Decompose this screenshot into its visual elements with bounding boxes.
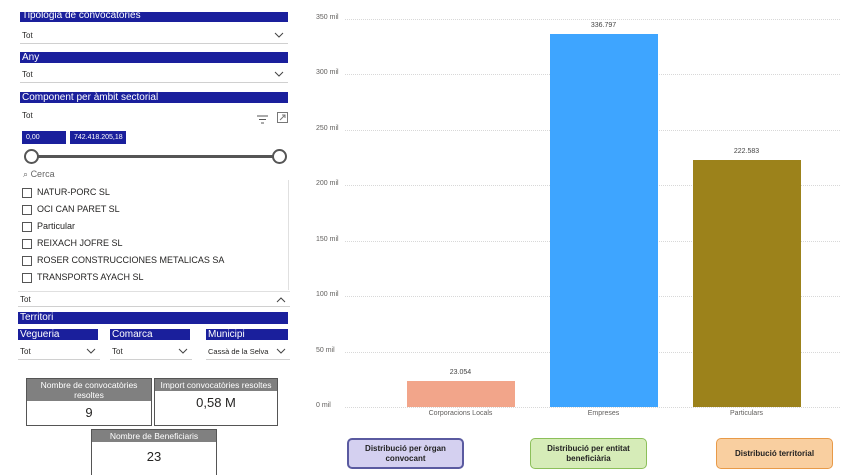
list-footer-dropdown[interactable]: Tot xyxy=(18,291,290,307)
data-label: 23.054 xyxy=(449,369,472,377)
nav-button-organ[interactable]: Distribució per òrgan convocant xyxy=(347,438,464,469)
any-value: Tot xyxy=(22,70,33,79)
card-title: Nombre de Beneficiaris xyxy=(92,430,216,442)
municipi-header: Municipi xyxy=(206,329,288,340)
y-tick-label: 150 mil xyxy=(316,235,339,243)
any-header: Any xyxy=(20,52,288,63)
vegueria-dropdown[interactable]: Tot xyxy=(18,344,100,360)
y-tick-label: 350 mil xyxy=(316,14,339,21)
nav-button-entitat[interactable]: Distribució per entitat beneficiària xyxy=(530,438,647,469)
chevron-up-icon xyxy=(276,292,286,303)
gridline xyxy=(345,407,840,408)
card-beneficiaris: Nombre de Beneficiaris 23 xyxy=(91,429,217,475)
tipologia-value: Tot xyxy=(22,31,33,40)
list-item-label: TRANSPORTS AYACH SL xyxy=(37,272,144,282)
checkbox[interactable] xyxy=(22,187,32,198)
y-tick-label: 100 mil xyxy=(316,291,339,299)
card-import: Import convocatòries resoltes 0,58 M xyxy=(154,378,278,426)
y-tick-label: 250 mil xyxy=(316,124,339,132)
tipologia-header: Tipologia de convocatòries xyxy=(20,12,288,22)
checkbox[interactable] xyxy=(22,272,32,283)
comarca-header: Comarca xyxy=(110,329,190,340)
comarca-value: Tot xyxy=(112,347,123,356)
municipi-value: Cassà de la Selva xyxy=(208,347,269,356)
tipologia-dropdown[interactable]: Tot xyxy=(20,28,288,44)
territori-header: Territori xyxy=(18,312,288,324)
filter-icon[interactable] xyxy=(257,111,268,129)
list-item[interactable]: REIXACH JOFRE SL xyxy=(22,235,123,252)
list-item-label: NATUR-PORC SL xyxy=(37,187,110,197)
data-label: 336.797 xyxy=(590,21,617,29)
card-title: Import convocatòries resoltes xyxy=(155,379,277,391)
list-item-label: OCI CAN PARET SL xyxy=(37,204,120,214)
data-label: 222.583 xyxy=(733,148,760,156)
bar[interactable] xyxy=(692,160,801,407)
list-item[interactable]: NATUR-PORC SL xyxy=(22,184,110,201)
range-slider-track[interactable] xyxy=(30,155,282,158)
x-tick-label: Particulars xyxy=(729,410,764,417)
y-tick-label: 0 mil xyxy=(316,402,331,409)
list-item[interactable]: Particular xyxy=(22,218,75,235)
range-slider-min-handle[interactable] xyxy=(24,149,39,164)
y-tick-label: 50 mil xyxy=(316,346,335,354)
gridline xyxy=(345,19,840,20)
checkbox[interactable] xyxy=(22,204,32,215)
search-placeholder: Cerca xyxy=(30,169,55,179)
card-value: 23 xyxy=(146,449,162,464)
component-value: Tot xyxy=(22,111,33,120)
comarca-dropdown[interactable]: Tot xyxy=(110,344,192,360)
range-max-input[interactable]: 742.418.205,18 xyxy=(70,131,126,144)
range-slider-max-handle[interactable] xyxy=(272,149,287,164)
checkbox[interactable] xyxy=(22,255,32,266)
card-value: 9 xyxy=(85,405,93,420)
x-tick-label: Corporacions Locals xyxy=(428,410,493,417)
list-item[interactable]: OCI CAN PARET SL xyxy=(22,201,120,218)
nav-button-territorial[interactable]: Distribució territorial xyxy=(716,438,833,469)
x-tick-label: Empreses xyxy=(587,410,620,417)
chevron-down-icon xyxy=(86,344,96,355)
any-dropdown[interactable]: Tot xyxy=(20,67,288,83)
checkbox[interactable] xyxy=(22,221,32,232)
municipi-dropdown[interactable]: Cassà de la Selva xyxy=(206,344,290,360)
list-item[interactable]: TRANSPORTS AYACH SL xyxy=(22,269,144,286)
chevron-down-icon xyxy=(274,67,284,78)
vegueria-header: Vegueria xyxy=(18,329,98,340)
component-dropdown[interactable]: Tot xyxy=(20,108,240,124)
chevron-down-icon xyxy=(276,344,286,355)
list-item-label: REIXACH JOFRE SL xyxy=(37,238,123,248)
list-frame xyxy=(15,180,289,290)
bar[interactable] xyxy=(406,381,515,407)
chevron-down-icon xyxy=(274,28,284,39)
vegueria-value: Tot xyxy=(20,347,31,356)
bar-chart: 0 mil 50 mil 100 mil 150 mil 200 mil 250 mil 3… xyxy=(300,0,844,425)
search-box[interactable]: ⌕ Cerca xyxy=(23,169,55,180)
expand-icon[interactable] xyxy=(277,110,288,128)
card-convocatories: Nombre de convocatòries resoltes 9 xyxy=(26,378,152,426)
list-footer-value: Tot xyxy=(20,295,31,304)
y-tick-label: 200 mil xyxy=(316,180,339,188)
range-min-input[interactable]: 0,00 xyxy=(22,131,66,144)
card-title: Nombre de convocatòries resoltes xyxy=(27,379,151,401)
checkbox[interactable] xyxy=(22,238,32,249)
list-item-label: ROSER CONSTRUCCIONES METALICAS SA xyxy=(37,255,225,265)
y-tick-label: 300 mil xyxy=(316,69,339,77)
chevron-down-icon xyxy=(178,344,188,355)
list-item-label: Particular xyxy=(37,221,76,231)
component-header: Component per àmbit sectorial xyxy=(20,92,288,103)
bar[interactable] xyxy=(549,33,658,407)
list-item[interactable]: ROSER CONSTRUCCIONES METALICAS SA xyxy=(22,252,224,269)
card-value: 0,58 M xyxy=(196,395,236,410)
search-icon: ⌕ xyxy=(23,169,29,179)
